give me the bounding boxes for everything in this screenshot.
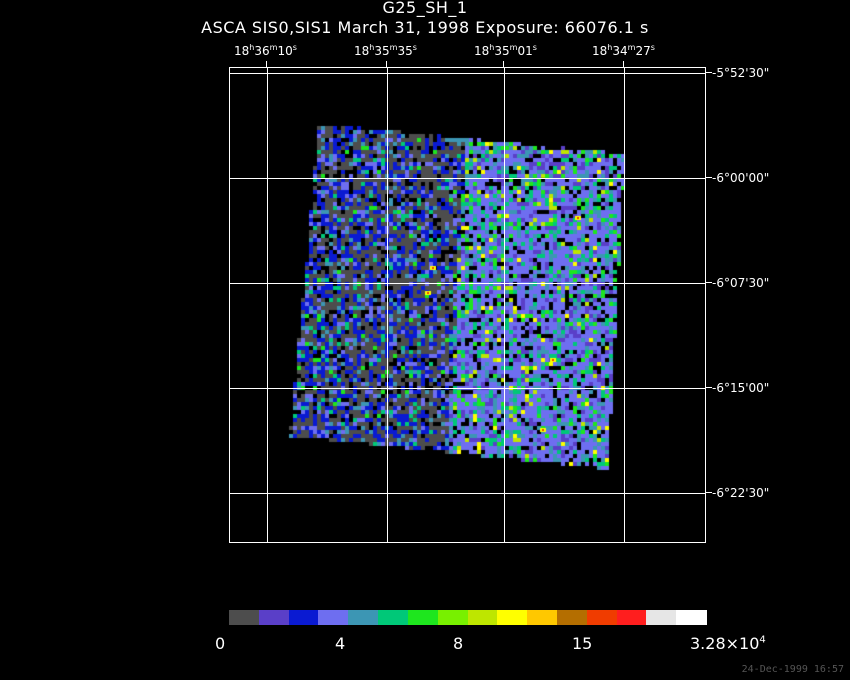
dec-label-2: -6°07'30" xyxy=(712,276,770,290)
grid-line xyxy=(230,283,705,284)
ra-label-1: 18h35m35s xyxy=(354,43,417,58)
grid-line xyxy=(624,68,625,542)
grid-line xyxy=(267,68,268,542)
grid-line xyxy=(387,68,388,542)
colorbar-swatch xyxy=(318,610,349,625)
ra-tick xyxy=(386,61,387,67)
colorbar-label-1: 4 xyxy=(335,634,346,653)
colorbar-swatch xyxy=(556,610,588,625)
grid-line xyxy=(230,73,705,74)
colorbar-swatch xyxy=(437,610,468,625)
plot-subtitle: ASCA SIS0,SIS1 March 31, 1998 Exposure: … xyxy=(201,18,649,37)
colorbar-swatch xyxy=(586,610,618,625)
colorbar-swatch xyxy=(676,610,707,625)
colorbar-swatch xyxy=(467,610,498,625)
dec-tick xyxy=(706,72,712,73)
colorbar-swatch xyxy=(258,610,290,625)
colorbar-swatch xyxy=(229,610,260,625)
ra-tick xyxy=(503,61,504,67)
grid-line xyxy=(230,388,705,389)
grid-line xyxy=(230,178,705,179)
colorbar-swatch xyxy=(527,610,558,625)
dec-tick xyxy=(706,177,712,178)
dec-tick xyxy=(706,387,712,388)
dec-label-4: -6°22'30" xyxy=(712,486,770,500)
colorbar-swatch xyxy=(616,610,647,625)
colorbar-swatch xyxy=(348,610,379,625)
ra-label-2: 18h35m01s xyxy=(474,43,537,58)
grid-line xyxy=(230,493,705,494)
image-plot xyxy=(229,67,706,543)
dec-tick xyxy=(706,282,712,283)
dec-label-0: -5°52'30" xyxy=(712,66,770,80)
grid-line xyxy=(504,68,505,542)
colorbar-swatch xyxy=(288,610,319,625)
ra-tick xyxy=(623,61,624,67)
colorbar-label-4: 3.28×104 xyxy=(690,634,766,653)
dec-tick xyxy=(706,492,712,493)
dec-label-3: -6°15'00" xyxy=(712,381,770,395)
colorbar-swatch xyxy=(407,610,439,625)
plot-title: G25_SH_1 xyxy=(382,0,468,17)
ra-label-0: 18h36m10s xyxy=(234,43,297,58)
colorbar-swatch xyxy=(497,610,528,625)
colorbar-swatch xyxy=(646,610,677,625)
colorbar-label-3: 15 xyxy=(572,634,593,653)
ra-label-3: 18h34m27s xyxy=(592,43,655,58)
colorbar-swatch xyxy=(378,610,409,625)
dec-label-1: -6°00'00" xyxy=(712,171,770,185)
colorbar-label-2: 8 xyxy=(453,634,464,653)
colorbar xyxy=(229,610,707,625)
timestamp: 24-Dec-1999 16:57 xyxy=(741,664,844,675)
ra-tick xyxy=(266,61,267,67)
xray-image xyxy=(230,68,705,542)
colorbar-label-0: 0 xyxy=(215,634,226,653)
